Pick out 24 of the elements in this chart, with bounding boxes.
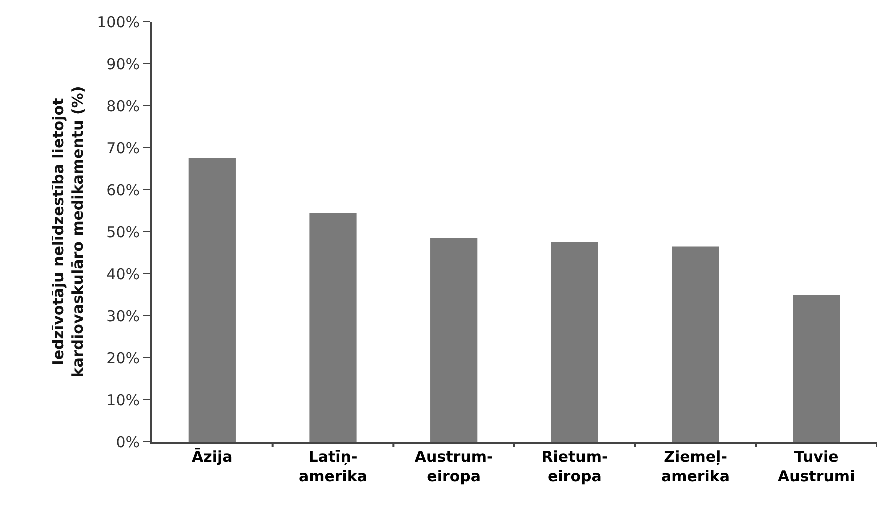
y-tick-label: 70% — [106, 139, 140, 158]
x-tick-label: Āzija — [192, 448, 233, 466]
y-tick-label: 20% — [106, 349, 140, 368]
y-tick-label: 90% — [106, 55, 140, 74]
y-axis-title: Iedzīvotāju nelīdzestība lietojot kardiovaskulāro medikamentu (%) — [49, 86, 87, 378]
y-tick-label: 40% — [106, 265, 140, 284]
x-tick-label: Rietum- eiropa — [542, 448, 608, 486]
bar — [672, 246, 720, 442]
y-tick-label: 60% — [106, 181, 140, 200]
x-tick-label: Ziemeļ- amerika — [661, 448, 730, 486]
y-tick-label: 30% — [106, 307, 140, 326]
y-tick-label: 50% — [106, 223, 140, 242]
bar — [188, 158, 236, 442]
bar — [551, 242, 598, 442]
y-tick-label: 80% — [106, 97, 140, 116]
x-tick-label: Austrum- eiropa — [414, 448, 494, 486]
y-tick-label: 0% — [116, 433, 140, 452]
bar — [310, 213, 357, 442]
y-tick-label: 100% — [97, 13, 140, 32]
bar — [793, 295, 840, 442]
y-tick-label: 10% — [106, 391, 140, 410]
bar — [430, 238, 478, 442]
x-tick-label: Tuvie Austrumi — [778, 448, 856, 486]
x-tick-label: Latīņ- amerika — [298, 448, 368, 486]
